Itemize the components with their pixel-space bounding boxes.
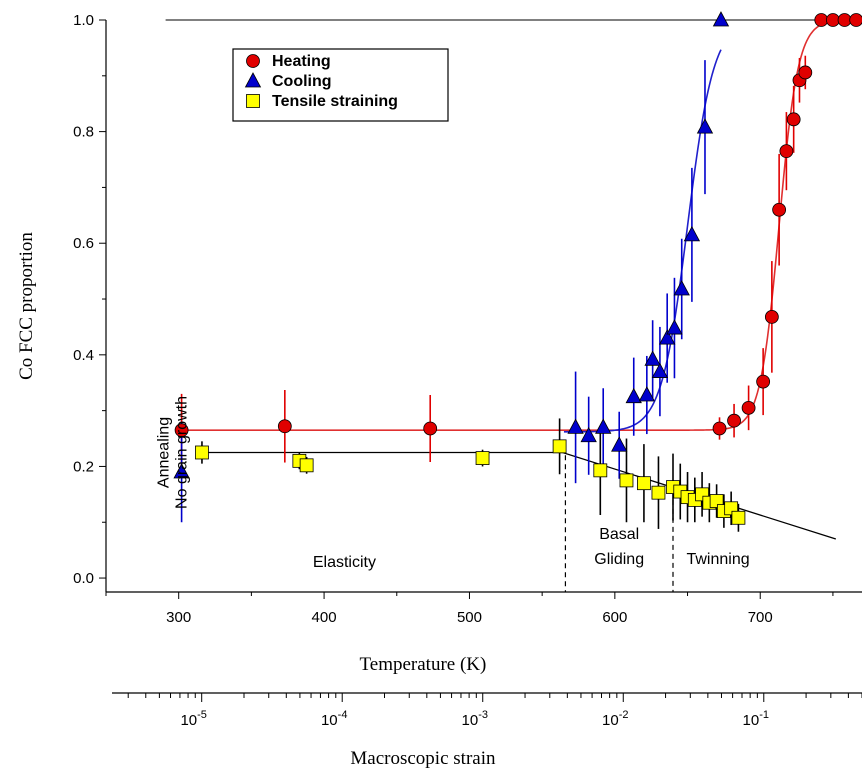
annotation-annealing: Annealing No grain growth [156, 396, 191, 509]
square-data-point [651, 485, 666, 500]
triangle-data-point [625, 387, 642, 404]
circle-data-point [764, 309, 779, 324]
circle-data-point [756, 374, 771, 389]
strain-tick-base: 10 [602, 712, 619, 729]
y-tick-label: 0.8 [73, 124, 94, 141]
square-data-point [475, 451, 490, 465]
strain-tick-base: 10 [321, 712, 338, 729]
triangle-data-point [638, 386, 655, 402]
circle-data-point [741, 400, 756, 415]
legend-label: Cooling [272, 73, 332, 90]
triangle-data-point [595, 418, 612, 434]
annotation-elasticity: Elasticity [313, 554, 376, 571]
y-tick-label: 1.0 [73, 12, 94, 29]
y-tick-label: 0.4 [73, 347, 94, 364]
circle-data-point [798, 65, 813, 80]
square-data-point [195, 445, 209, 460]
circle-data-point [837, 13, 852, 27]
square-data-point [552, 439, 567, 454]
strain-tick-label: 10-3 [462, 709, 488, 729]
y-tick-label: 0.2 [73, 458, 94, 475]
x-axis-title: Temperature (K) [360, 654, 487, 675]
strain-tick-label: 10-2 [602, 709, 628, 729]
legend: Heating Cooling Tensile straining [232, 48, 449, 122]
annotation-basal: Basal [599, 526, 639, 543]
triangle-data-point [173, 463, 190, 479]
triangle-data-point [611, 436, 628, 452]
strain-tick-base: 10 [180, 712, 197, 729]
square-data-point [619, 473, 634, 488]
legend-label: Heating [272, 53, 331, 70]
triangle-data-point [567, 418, 584, 434]
annotation-annealing-line: Annealing [156, 417, 173, 488]
square-data-point [637, 476, 651, 491]
circle-data-point [779, 144, 794, 159]
x-tick-label: 300 [166, 609, 191, 626]
triangle-data-point [651, 362, 669, 378]
circle-data-point [727, 413, 741, 428]
x-tick-label: 400 [312, 609, 337, 626]
triangle-data-point [683, 226, 701, 242]
legend-triangle-icon [244, 72, 262, 88]
strain-tick-exponent: -3 [478, 709, 488, 721]
circle-data-point [826, 13, 840, 27]
triangle-data-point [666, 319, 683, 335]
y-tick-label: 0.6 [73, 235, 94, 252]
reference-lines [165, 19, 862, 592]
x-tick-label: 600 [602, 609, 627, 626]
data-markers [173, 11, 862, 525]
triangle-data-point [673, 280, 690, 296]
annotation-annealing-line: No grain growth [174, 396, 191, 509]
strain-tick-exponent: -2 [619, 709, 629, 721]
square-data-point [299, 458, 314, 473]
legend-box [232, 48, 449, 122]
legend-label: Tensile straining [272, 93, 398, 110]
x-tick-label: 700 [748, 609, 773, 626]
y-axis-title: Co FCC proportion [16, 232, 37, 380]
strain-tick-label: 10-4 [321, 709, 347, 729]
x-axis: 300 400 500 600 700 Temperature (K) [105, 592, 834, 675]
y-axis: 0.0 0.2 0.4 0.6 0.8 1.0 Co FCC proportion [16, 12, 106, 587]
triangle-data-point [580, 426, 597, 443]
strain-tick-label: 10-1 [743, 709, 769, 729]
error-bars [180, 55, 807, 532]
annotation-gliding: Gliding [594, 551, 644, 568]
annotations: Annealing No grain growth Elasticity Basal G… [156, 396, 750, 571]
y-tick-label: 0.0 [73, 570, 94, 587]
legend-square-icon [246, 94, 260, 108]
circle-data-point [814, 13, 829, 27]
annotation-twinning: Twinning [686, 551, 749, 568]
square-data-point [731, 510, 746, 525]
strain-tick-exponent: -1 [759, 709, 769, 721]
circle-data-point [786, 112, 801, 127]
strain-tick-label: 10-5 [180, 709, 206, 729]
circle-data-point [772, 202, 787, 217]
circle-data-point [849, 13, 862, 27]
circle-data-point [423, 421, 438, 436]
strain-tick-exponent: -5 [197, 709, 207, 721]
plot-frame [105, 20, 862, 593]
circle-data-point [277, 419, 292, 434]
circle-data-point [174, 423, 189, 438]
circle-data-point [712, 421, 727, 436]
strain-tick-base: 10 [462, 712, 479, 729]
triangle-data-point [696, 118, 714, 134]
legend-circle-icon [246, 54, 260, 68]
square-data-point [593, 463, 608, 478]
strain-tick-base: 10 [743, 712, 760, 729]
triangle-data-point [644, 350, 661, 366]
x-tick-label: 500 [457, 609, 482, 626]
triangle-data-point [659, 329, 676, 345]
triangle-data-point [712, 11, 730, 27]
strain-tick-exponent: -4 [338, 709, 348, 721]
strain-axis-title: Macroscopic strain [350, 748, 496, 769]
